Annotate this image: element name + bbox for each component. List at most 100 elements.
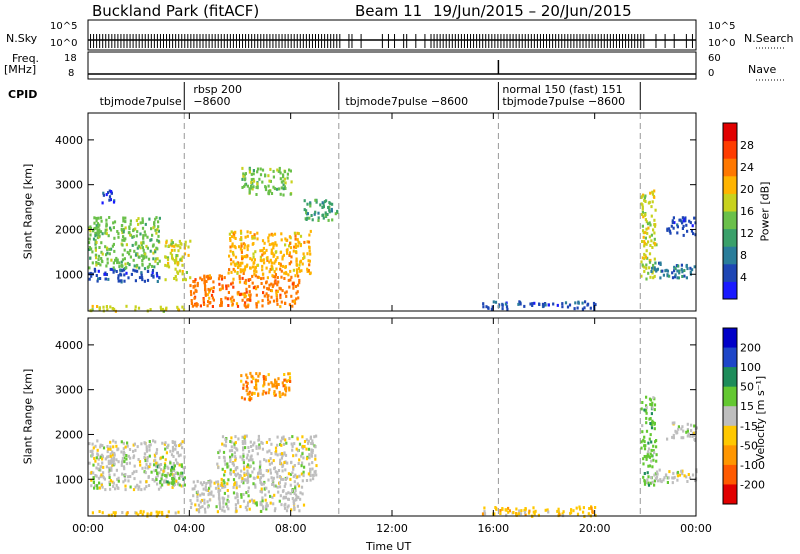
velocity-cell bbox=[284, 438, 287, 442]
velocity-cell bbox=[166, 480, 169, 484]
velocity-cell bbox=[645, 404, 648, 408]
power-cell bbox=[143, 279, 146, 283]
power-cell bbox=[330, 207, 333, 211]
power-cell bbox=[148, 217, 151, 221]
power-cell bbox=[644, 254, 647, 258]
velocity-cell bbox=[196, 495, 199, 499]
power-cell bbox=[288, 262, 291, 266]
power-cell bbox=[270, 282, 273, 286]
velocity-cell bbox=[650, 403, 653, 407]
velocity-cell bbox=[650, 454, 653, 458]
velocity-cell bbox=[95, 456, 98, 460]
power-cell bbox=[678, 271, 681, 275]
power-cell bbox=[269, 258, 272, 262]
velocity-cell bbox=[483, 512, 487, 516]
velocity-colorbar-segment bbox=[723, 425, 737, 446]
freq-panel-frame bbox=[87, 51, 697, 80]
velocity-cell bbox=[244, 505, 247, 509]
velocity-cell bbox=[115, 444, 118, 448]
velocity-cell bbox=[286, 476, 289, 480]
velocity-cell bbox=[311, 439, 314, 443]
velocity-cell bbox=[172, 462, 175, 465]
power-cell bbox=[234, 230, 237, 234]
velocity-cell bbox=[314, 445, 317, 449]
power-cell bbox=[90, 274, 93, 278]
power-cell bbox=[111, 244, 114, 248]
power-cell bbox=[668, 274, 671, 278]
velocity-cell bbox=[112, 445, 115, 449]
velocity-cell bbox=[183, 483, 186, 487]
velocity-cell bbox=[201, 505, 204, 509]
velocity-cell bbox=[260, 509, 263, 513]
power-cell bbox=[641, 207, 644, 211]
power-cell bbox=[589, 306, 592, 310]
power-cell bbox=[648, 235, 651, 239]
power-cell bbox=[171, 257, 174, 261]
velocity-cell bbox=[203, 501, 206, 505]
power-cell bbox=[666, 228, 669, 232]
power-cell bbox=[89, 229, 92, 233]
velocity-cell bbox=[262, 482, 265, 486]
power-cell bbox=[189, 290, 193, 294]
velocity-cell bbox=[643, 440, 646, 444]
velocity-cell bbox=[671, 481, 674, 485]
power-cell bbox=[519, 302, 522, 306]
power-cell bbox=[136, 253, 139, 257]
velocity-cell bbox=[303, 465, 306, 469]
power-cell bbox=[314, 210, 317, 214]
velocity-cell bbox=[292, 465, 295, 469]
power-cell bbox=[119, 279, 122, 283]
power-cell bbox=[290, 260, 293, 264]
power-cell bbox=[226, 297, 229, 301]
velocity-cell bbox=[296, 449, 300, 453]
power-cell bbox=[273, 261, 276, 265]
power-cell bbox=[251, 187, 254, 191]
power-cell bbox=[210, 287, 213, 291]
velocity-cell bbox=[297, 496, 300, 500]
power-cell bbox=[646, 256, 649, 260]
velocity-cell bbox=[259, 476, 262, 480]
velocity-cell bbox=[652, 396, 655, 400]
velocity-cell bbox=[124, 473, 127, 476]
velocity-colorbar-segment bbox=[723, 406, 737, 427]
velocity-cell bbox=[242, 383, 245, 387]
power-cell bbox=[331, 218, 334, 222]
power-cell bbox=[299, 244, 302, 248]
power-cell bbox=[142, 236, 145, 240]
velocity-cell bbox=[285, 379, 288, 383]
velocity-cell bbox=[199, 493, 202, 497]
velocity-cell bbox=[139, 480, 142, 484]
velocity-cell bbox=[94, 484, 97, 488]
power-cell bbox=[95, 274, 98, 277]
power-cell bbox=[645, 227, 648, 231]
velocity-cell bbox=[206, 505, 210, 509]
power-cell bbox=[140, 254, 143, 258]
velocity-cell bbox=[108, 480, 111, 484]
velocity-cell bbox=[217, 466, 220, 470]
velocity-cell bbox=[524, 507, 527, 510]
power-cell bbox=[255, 302, 258, 306]
velocity-cell bbox=[235, 474, 238, 478]
power-cell bbox=[654, 208, 657, 212]
velocity-cell bbox=[112, 439, 115, 443]
velocity-cell bbox=[117, 479, 120, 483]
velocity-cell bbox=[277, 469, 281, 472]
velocity-cell bbox=[247, 501, 250, 505]
velocity-cell bbox=[126, 441, 129, 445]
power-cell bbox=[132, 235, 135, 239]
velocity-cell bbox=[291, 497, 294, 500]
power-cell bbox=[121, 238, 124, 242]
velocity-cell bbox=[677, 427, 680, 431]
power-cell bbox=[135, 234, 138, 238]
velocity-cell bbox=[495, 507, 498, 511]
power-cell bbox=[641, 210, 644, 214]
power-cell bbox=[280, 275, 283, 279]
velocity-cell bbox=[242, 452, 245, 456]
velocity-cell bbox=[691, 473, 695, 477]
power-cell bbox=[667, 227, 671, 231]
velocity-cell bbox=[253, 499, 256, 503]
power-cell bbox=[254, 265, 257, 269]
velocity-cell bbox=[285, 492, 288, 496]
power-cell bbox=[109, 228, 113, 232]
velocity-cell bbox=[133, 464, 136, 468]
